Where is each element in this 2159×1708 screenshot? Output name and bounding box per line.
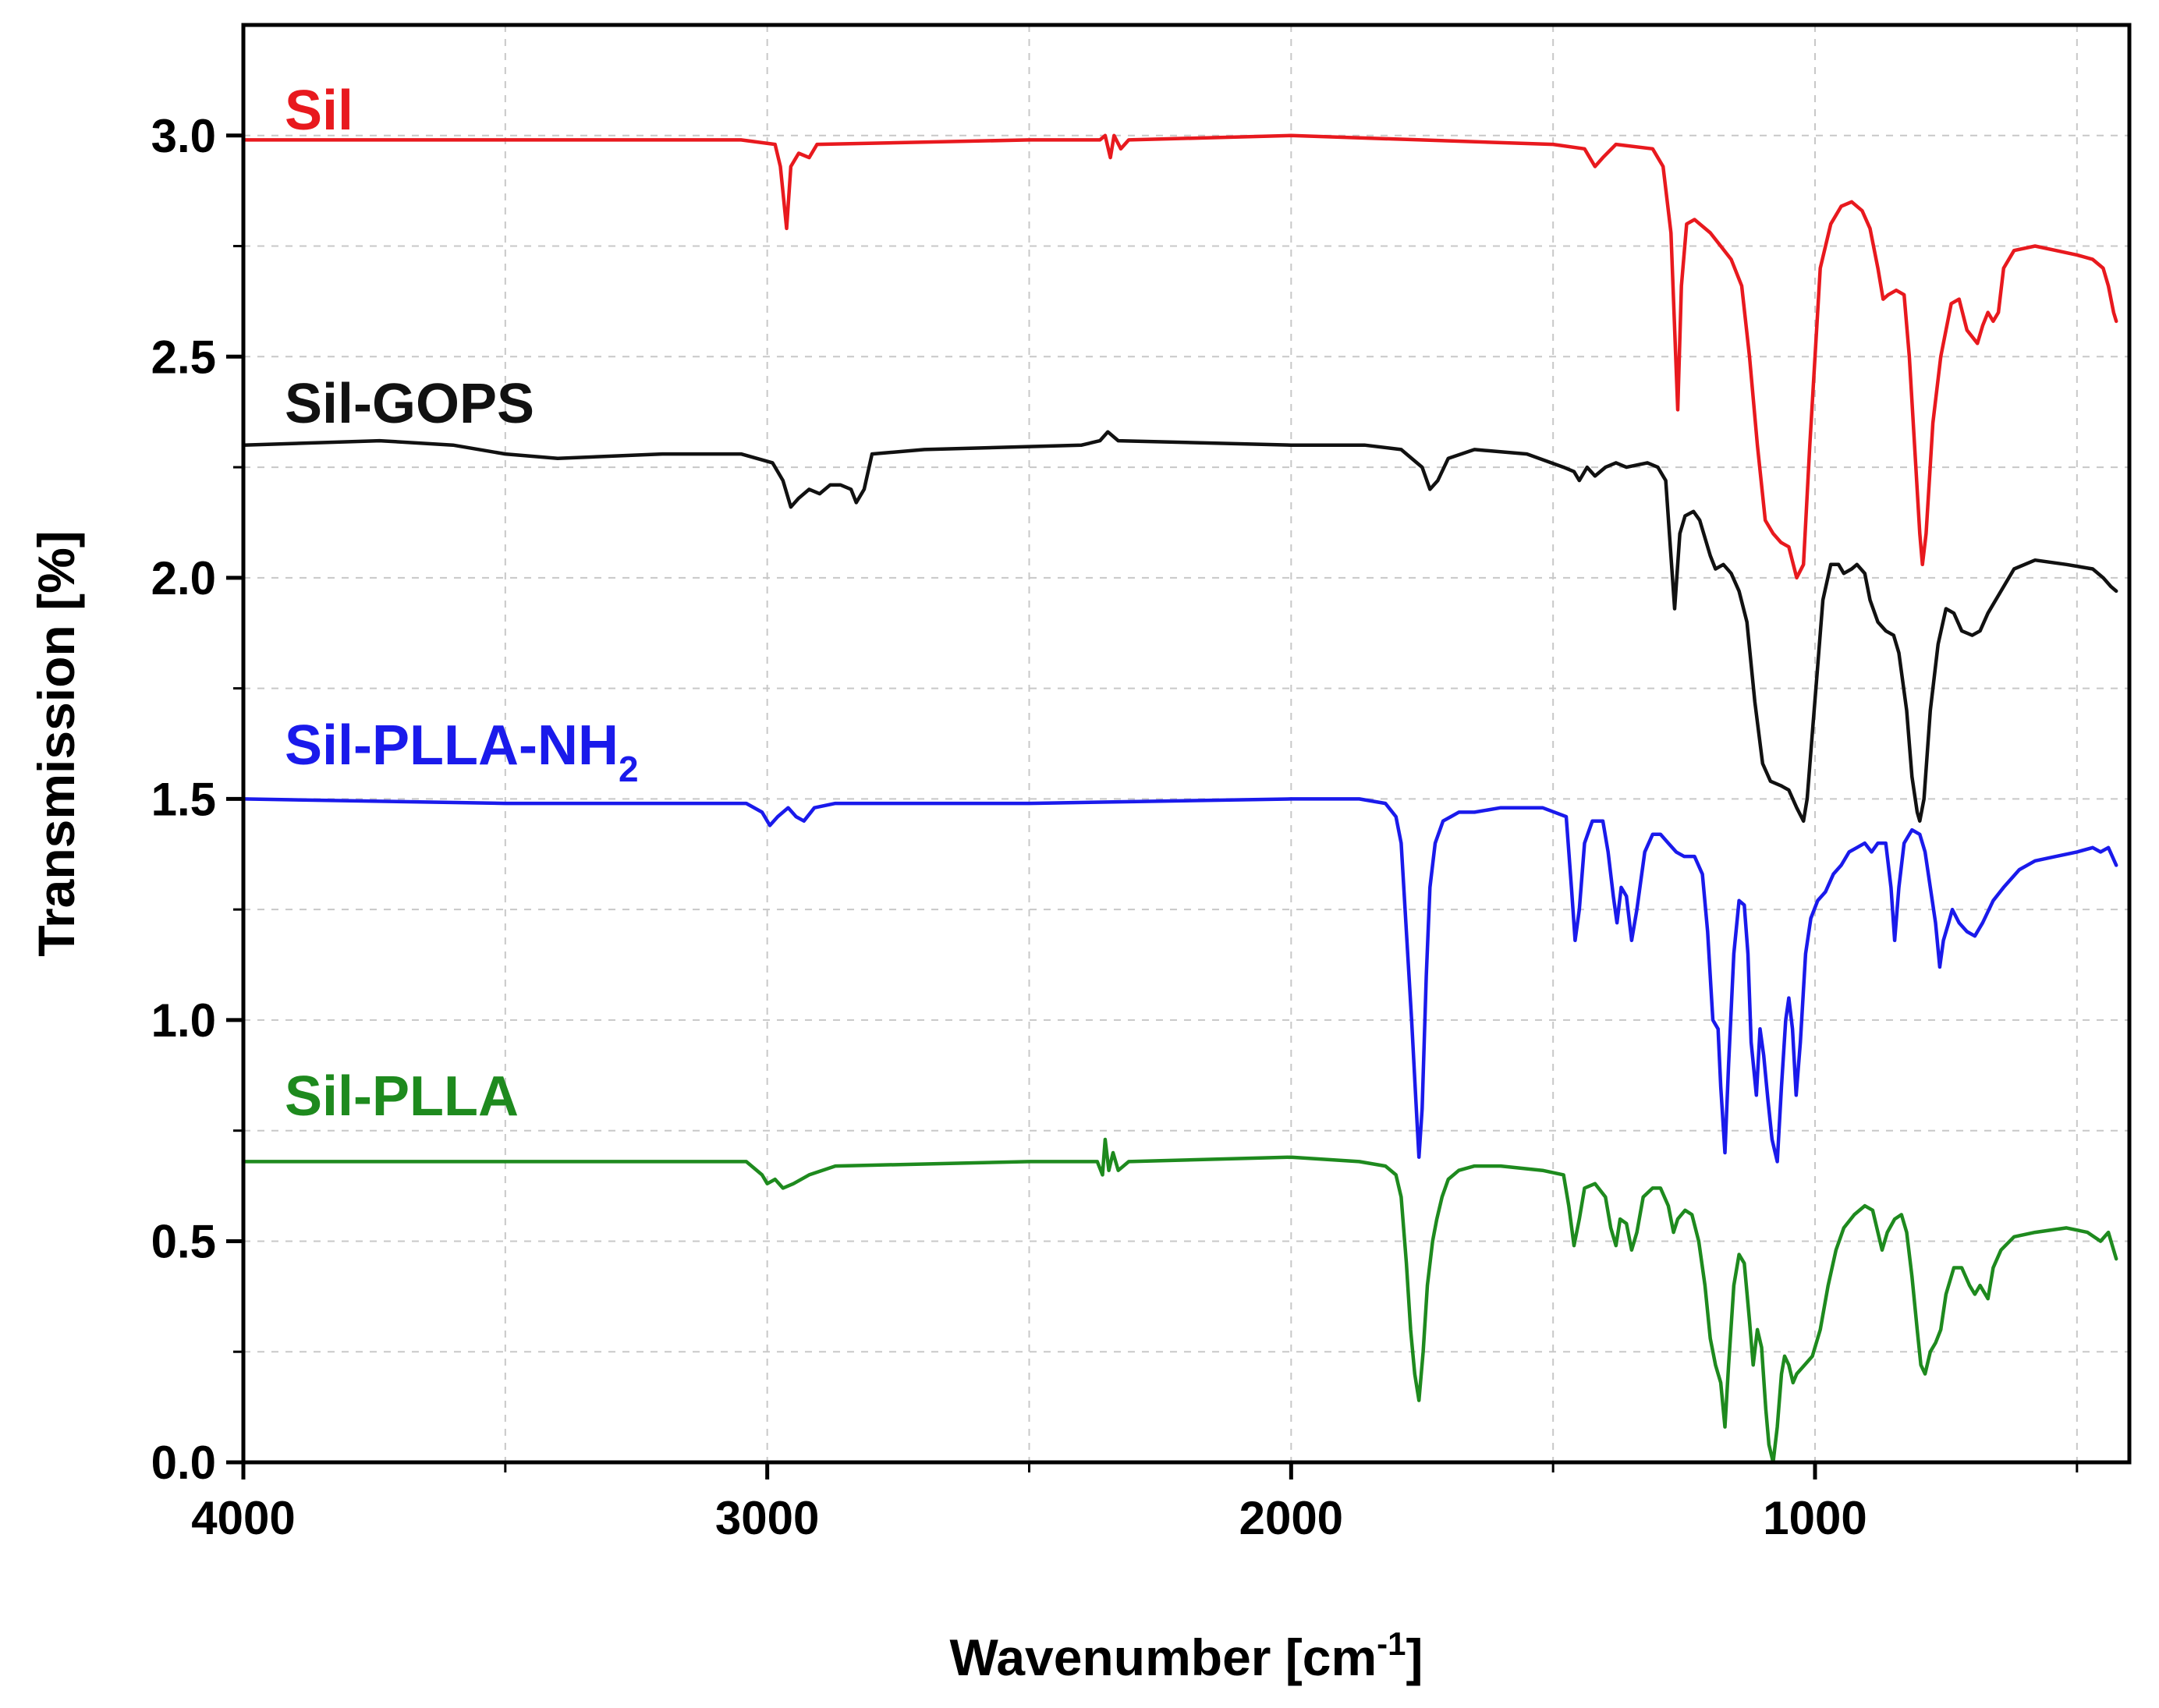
x-axis-title-superscript: -1 — [1377, 1625, 1406, 1662]
x-tick-label: 3000 — [715, 1492, 819, 1544]
x-tick-label: 4000 — [191, 1492, 295, 1544]
y-tick-label: 0.0 — [151, 1437, 216, 1489]
x-tick-label: 2000 — [1239, 1492, 1343, 1544]
x-tick-label: 1000 — [1763, 1492, 1867, 1544]
y-tick-label: 0.5 — [151, 1215, 216, 1267]
series-label-text: Sil-GOPS — [285, 373, 534, 435]
series-line-2 — [241, 430, 2118, 823]
x-axis-title: Wavenumber [cm-1] — [949, 1625, 1423, 1686]
series-label-text: Sil — [285, 80, 353, 142]
series-line-4 — [241, 1137, 2118, 1465]
series-label-4: Sil-PLLA — [285, 1065, 519, 1128]
x-axis-title-end: ] — [1406, 1628, 1423, 1686]
grid-lines — [243, 25, 2129, 1462]
series-label-text: Sil-PLLA-NH — [285, 714, 619, 777]
plot-frame — [241, 23, 2132, 1465]
y-tick-label: 1.0 — [151, 994, 216, 1047]
series-label-1: Sil — [285, 80, 353, 142]
axis-ticks — [226, 133, 2079, 1479]
series-label-2: Sil-GOPS — [285, 373, 534, 435]
series-label-text: Sil-PLLA — [285, 1065, 519, 1128]
y-tick-label: 3.0 — [151, 110, 216, 162]
tick-labels: 4000 3000 2000 1000 0.0 0.5 1.0 1.5 2.0 2.5 3.0 — [151, 110, 1867, 1544]
series-line-1 — [241, 133, 2118, 580]
x-axis-title-text: Wavenumber [cm — [949, 1628, 1377, 1686]
y-tick-label: 2.0 — [151, 552, 216, 604]
y-tick-label: 1.5 — [151, 773, 216, 825]
y-axis-title: Transmission [%] — [27, 530, 85, 956]
y-tick-label: 2.5 — [151, 331, 216, 383]
series-lines — [241, 133, 2118, 1465]
series-label-subscript: 2 — [619, 749, 639, 789]
series-label-3: Sil-PLLA-NH2 — [285, 714, 639, 789]
series-labels: Sil Sil-GOPS Sil-PLLA-NH2 Sil-PLLA — [285, 80, 639, 1128]
series-line-3 — [241, 797, 2118, 1164]
